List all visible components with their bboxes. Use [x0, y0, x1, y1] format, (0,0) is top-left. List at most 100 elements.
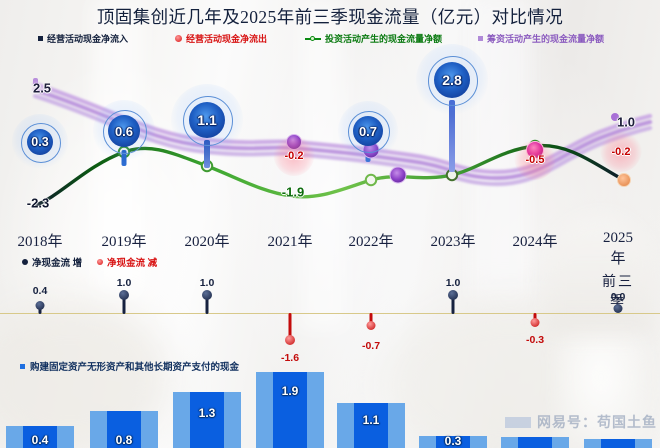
legend-label: 经营活动现金净流出	[186, 34, 268, 44]
net-flow-label: 0.0	[610, 291, 626, 303]
pin-shaft	[451, 297, 455, 314]
bubble-ring	[348, 111, 390, 153]
capex-bar: 1.1	[337, 403, 405, 448]
bubble-stem	[121, 150, 127, 166]
pin-head	[285, 335, 295, 345]
capex-bar: 1.3	[173, 392, 241, 448]
pin-shaft	[369, 313, 373, 325]
legend-item-investing: 投资活动产生的现金流量净额	[305, 32, 442, 45]
bubble-stem	[449, 100, 455, 172]
square-marker-icon	[478, 36, 483, 41]
droplet-halo	[514, 140, 556, 180]
net-flow-label: 1.0	[445, 277, 461, 289]
bubble-value: 1.1	[197, 112, 217, 128]
pin-head	[366, 321, 376, 330]
legend-label: 净现金流 减	[107, 258, 158, 269]
year-label: 2022年	[348, 230, 393, 251]
bubble-ring	[428, 56, 478, 106]
legend-item-operating-inflow: 经营活动现金净流入	[38, 32, 128, 45]
bubble-operating-inflow: 2.8	[416, 44, 488, 116]
financing-line	[32, 81, 653, 187]
droplet-operating-outflow: -0.2	[600, 132, 642, 172]
bubble-value: 0.7	[358, 123, 378, 139]
capex-bar: 1.9	[256, 372, 324, 448]
bubble-operating-inflow: 0.7	[338, 101, 398, 161]
legend-item-financing: 筹资活动产生的现金流量净额	[478, 32, 604, 45]
year-label: 2023年	[430, 230, 475, 251]
year-text: 2020年	[184, 234, 230, 250]
financing-node	[286, 134, 302, 150]
capex-bar: 0.4	[6, 426, 74, 448]
bar-inner	[518, 437, 552, 448]
year-label: 2024年	[512, 230, 557, 251]
net-flow-pin-up	[447, 290, 459, 314]
square-marker-icon	[38, 36, 43, 41]
page-title: 顶固集创近几年及2025年前三季现金流量（亿元）对比情况	[96, 7, 564, 27]
net-flow-label: 0.4	[32, 285, 48, 297]
net-flow-pin-zero	[612, 304, 624, 314]
year-label: 2021年	[267, 230, 312, 251]
legend-label: 净现金流 增	[32, 258, 83, 269]
pin-shaft	[533, 313, 537, 321]
year-text: 2025年	[603, 230, 633, 267]
net-flow-label: -0.3	[525, 334, 545, 346]
legend-label: 筹资活动产生的现金流量净额	[487, 34, 605, 44]
watermark: 网易号：苟国土鱼	[505, 412, 657, 432]
bubble-operating-inflow: 0.3	[12, 114, 68, 170]
bar-value: 0.8	[115, 433, 133, 447]
dot-marker-icon	[175, 35, 182, 42]
net-flow-pin-up	[118, 290, 130, 314]
year-text: 2022年	[348, 234, 394, 250]
capex-bar	[501, 437, 569, 448]
legend-item-net-increase: 净现金流 增	[22, 255, 82, 269]
legend-top: 经营活动现金净流入 经营活动现金净流出 投资活动产生的现金流量净额 筹资活动产生…	[0, 32, 660, 48]
net-flow-pin-down	[284, 313, 296, 345]
net-flow-label: -0.7	[361, 340, 381, 352]
line-dot-marker-icon	[305, 35, 321, 42]
net-flow-label: 1.0	[199, 277, 215, 289]
droplet-value: -0.2	[284, 150, 304, 162]
year-label: 2019年	[101, 230, 146, 251]
watermark-block-icon	[505, 416, 531, 428]
bubble-stem	[204, 140, 210, 168]
year-label: 2020年	[184, 230, 229, 251]
legend-mid: 净现金流 增 净现金流 减	[0, 255, 660, 269]
year-label-2025: 2025年 前三季	[597, 230, 639, 311]
droplet-value: -0.2	[611, 146, 631, 158]
droplet-halo	[600, 132, 642, 172]
pin-shaft	[122, 297, 126, 314]
bar-value: 1.3	[198, 406, 216, 420]
outflow-end-node	[617, 173, 631, 187]
bubble-core	[189, 102, 225, 138]
capex-bar: 0.8	[90, 411, 158, 448]
pin-head	[202, 290, 212, 300]
legend-label: 投资活动产生的现金流量净额	[325, 34, 443, 44]
pin-head	[448, 290, 458, 300]
dot-marker-icon	[97, 259, 103, 265]
bubble-ring	[183, 96, 233, 146]
bar-inner	[23, 426, 57, 448]
investing-value-label: -1.9	[281, 184, 305, 200]
legend-item-operating-outflow: 经营活动现金净流出	[175, 32, 267, 45]
pin-shaft	[205, 297, 209, 314]
financing-node	[389, 166, 407, 184]
bubble-core	[108, 115, 140, 147]
capex-bar	[584, 439, 652, 448]
droplet-operating-outflow: -0.5	[514, 140, 556, 180]
net-flow-pin-up	[201, 290, 213, 314]
pin-head	[530, 318, 540, 327]
bubble-operating-inflow: 0.6	[93, 100, 155, 162]
bubble-value: 0.6	[114, 123, 134, 139]
bubble-operating-inflow: 1.1	[171, 84, 243, 156]
financing-value-label: 1.0	[616, 114, 636, 130]
legend-capex: 购建固定资产无形资产和其他长期资产支付的现金	[20, 359, 239, 373]
bar-inner	[436, 436, 470, 448]
bar-value: 1.1	[362, 413, 380, 427]
investing-value-label: -2.3	[26, 195, 50, 211]
bar-inner	[190, 392, 224, 448]
droplet-operating-outflow: -0.2	[273, 136, 315, 176]
droplet-halo	[273, 136, 315, 176]
year-text: 2021年	[267, 234, 313, 250]
bar-inner	[601, 439, 635, 448]
